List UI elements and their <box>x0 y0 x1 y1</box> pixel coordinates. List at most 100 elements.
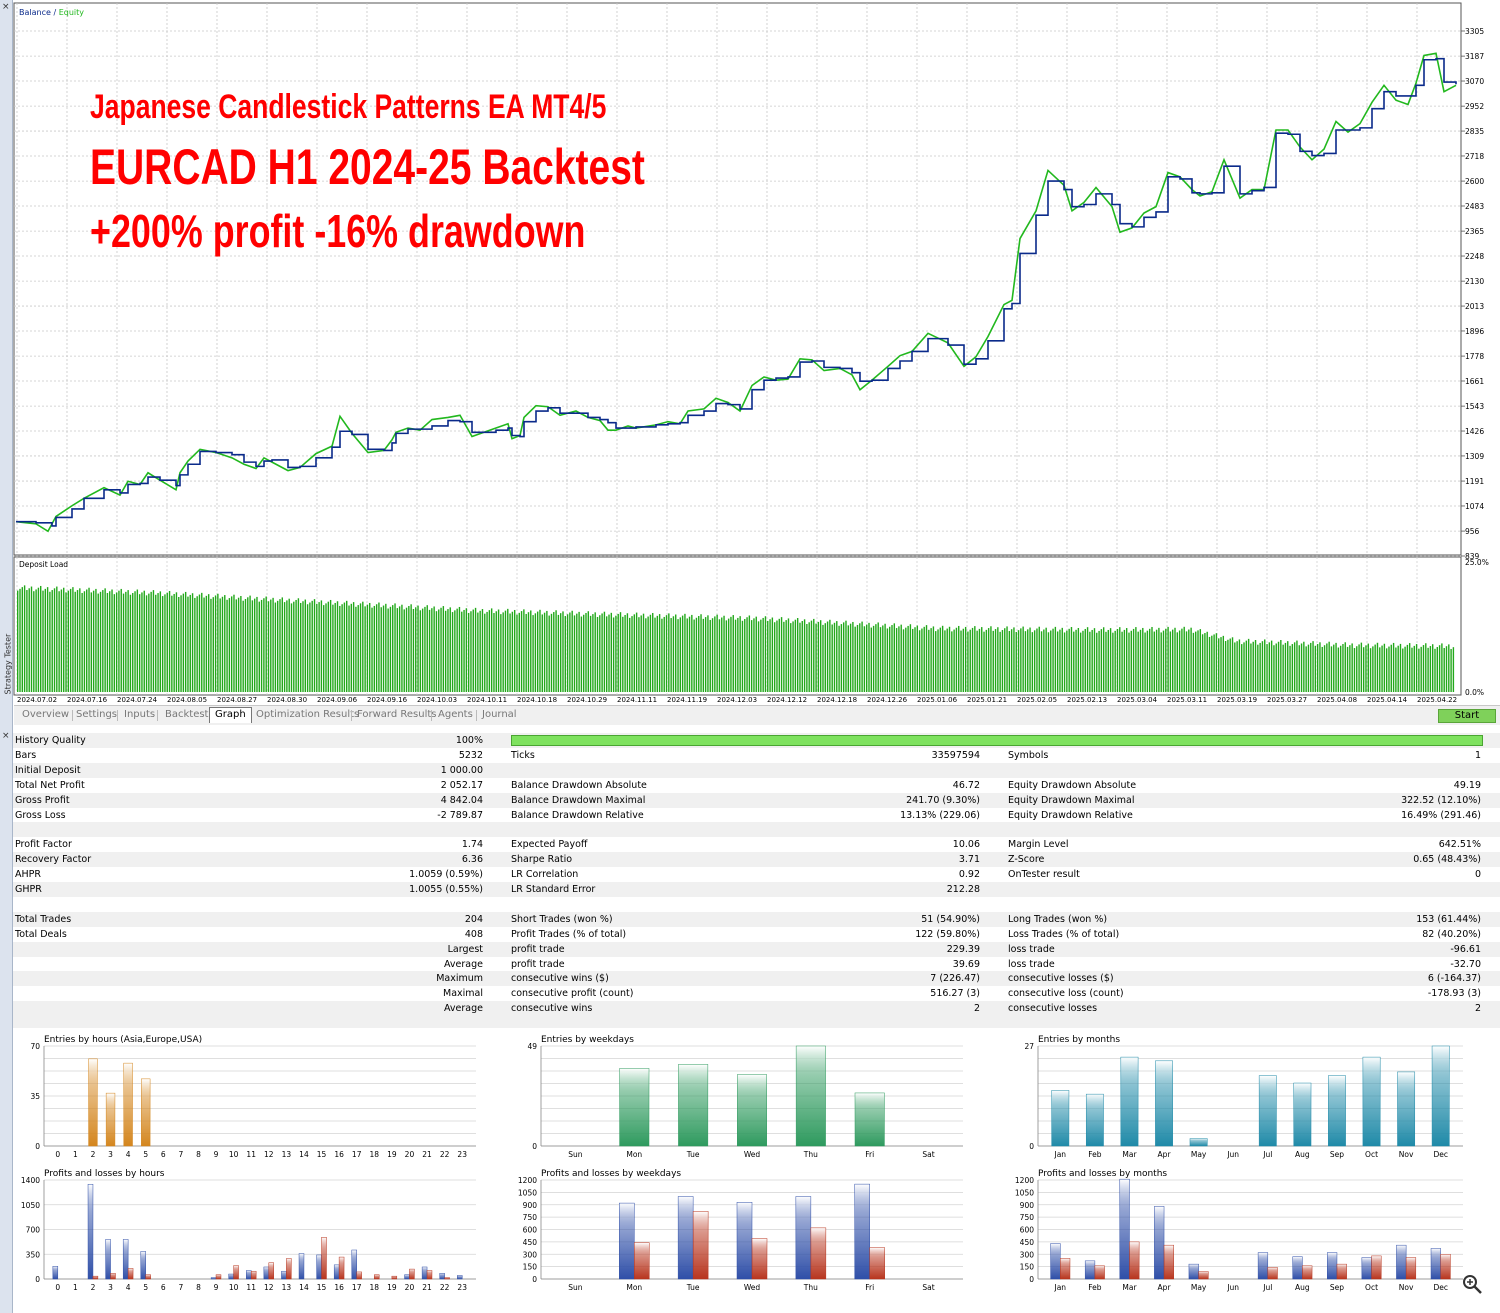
profit-bar <box>246 1270 252 1280</box>
stat-x-tick: Nov <box>1399 1283 1414 1292</box>
deposit-load-bar <box>523 609 525 692</box>
deposit-load-bar <box>698 616 700 692</box>
deposit-load-bar <box>543 612 546 692</box>
metric-value: 2 <box>973 1003 980 1015</box>
report-row: Average consecutive wins 2 consecutive loss… <box>13 1001 1500 1017</box>
deposit-load-bar <box>244 599 247 692</box>
x-date-label: 2025.04.22 <box>1417 696 1457 704</box>
deposit-load-bar <box>1084 628 1086 692</box>
deposit-load-bar <box>971 627 974 692</box>
tab-inputs[interactable]: Inputs <box>124 709 156 720</box>
metric-value: -2 789.87 <box>437 809 483 821</box>
metric-value: 39.69 <box>952 958 980 970</box>
deposit-load-bar <box>702 618 705 692</box>
stat-x-tick: 2 <box>91 1150 96 1159</box>
tab-settings[interactable]: Settings <box>76 709 118 720</box>
metric-label: Total Trades <box>15 913 72 925</box>
deposit-load-bar <box>288 598 290 692</box>
tab-forward-results[interactable]: Forward Results <box>357 709 437 720</box>
deposit-load-bar <box>35 589 37 692</box>
deposit-load-bar <box>1139 629 1142 692</box>
deposit-load-bar <box>1379 647 1381 692</box>
metric-value: 322.52 (12.10%) <box>1401 794 1481 806</box>
deposit-load-bar <box>81 592 83 692</box>
deposit-load-bar <box>74 591 76 692</box>
tab-journal[interactable]: Journal <box>482 709 517 720</box>
deposit-load-bar <box>86 589 88 692</box>
tab-optimization-results[interactable]: Optimization Results <box>256 709 360 720</box>
deposit-load-bar <box>1250 643 1252 692</box>
metric-value: -96.61 <box>1450 943 1481 955</box>
deposit-load-bar <box>495 611 497 692</box>
close-icon[interactable]: × <box>2 2 10 12</box>
deposit-load-bar <box>1397 645 1399 692</box>
deposit-load-bar <box>323 605 325 692</box>
metric-label: Profit Trades (% of total) <box>511 928 627 940</box>
deposit-load-bar <box>306 604 309 692</box>
deposit-load-bar <box>207 594 210 692</box>
deposit-load-bar <box>902 629 905 692</box>
deposit-load-bar <box>962 628 965 692</box>
x-date-label: 2025.04.08 <box>1317 696 1357 704</box>
deposit-load-bar <box>1434 648 1436 692</box>
tab-graph[interactable]: Graph <box>209 707 252 723</box>
deposit-load-bar <box>704 617 707 692</box>
deposit-load-bar <box>113 594 116 692</box>
deposit-load-bar <box>104 588 106 692</box>
deposit-load-bar <box>1148 628 1151 692</box>
deposit-load-bar <box>447 609 449 692</box>
tab-agents[interactable]: Agents <box>438 709 473 720</box>
deposit-load-bar <box>854 626 856 692</box>
y-tick-label: 2483 <box>1465 202 1484 211</box>
stat-x-tick: 8 <box>196 1283 201 1292</box>
stat-bar <box>141 1078 151 1147</box>
stat-x-tick: 14 <box>299 1283 309 1292</box>
deposit-load-bar <box>465 608 468 692</box>
profit-bar <box>1327 1252 1338 1280</box>
profit-bar <box>281 1270 287 1280</box>
deposit-load-bar <box>1339 645 1342 692</box>
deposit-load-bar <box>203 597 205 692</box>
deposit-load-bar <box>408 605 410 692</box>
deposit-load-bar <box>1061 627 1063 692</box>
tab-backtest[interactable]: Backtest <box>165 709 209 720</box>
zoom-icon[interactable] <box>1461 1273 1483 1295</box>
start-button[interactable]: Start <box>1438 709 1496 723</box>
loss-bar <box>869 1247 885 1280</box>
deposit-load-bar <box>490 608 493 692</box>
stat-x-tick: 18 <box>370 1150 380 1159</box>
loss-bar <box>391 1275 398 1280</box>
deposit-load-bar <box>191 593 194 692</box>
deposit-load-bar <box>1195 631 1197 692</box>
deposit-load-bar <box>553 612 555 692</box>
profit-bar <box>1430 1248 1441 1280</box>
deposit-load-bar <box>1367 643 1369 692</box>
deposit-load-bar <box>895 628 898 692</box>
loss-bar <box>1129 1241 1140 1280</box>
deposit-load-bar <box>196 596 198 692</box>
deposit-load-bar <box>1381 645 1383 692</box>
deposit-load-bar <box>983 631 985 692</box>
deposit-load-bar <box>274 602 277 692</box>
close-icon[interactable]: × <box>2 731 10 741</box>
deposit-load-bar <box>691 614 693 692</box>
stat-x-tick: Jun <box>1226 1283 1239 1292</box>
stat-y-tick: 1400 <box>21 1176 40 1185</box>
metric-label: History Quality <box>15 735 86 746</box>
deposit-load-bar <box>727 618 730 692</box>
deposit-load-bar <box>389 606 392 692</box>
deposit-load-bar <box>1264 639 1266 692</box>
stat-y-tick: 1050 <box>518 1188 537 1197</box>
deposit-load-bar <box>617 613 619 692</box>
deposit-load-bar <box>251 600 254 692</box>
profit-bar <box>736 1202 753 1280</box>
tab-overview[interactable]: Overview <box>22 709 70 720</box>
stat-x-tick: Wed <box>744 1283 761 1292</box>
x-date-label: 2024.07.02 <box>17 696 57 704</box>
stat-x-tick: 6 <box>161 1150 166 1159</box>
metric-value: 5232 <box>458 749 483 761</box>
deposit-load-bar <box>458 606 461 692</box>
deposit-load-bar <box>180 595 182 692</box>
deposit-load-bar <box>760 619 762 692</box>
deposit-load-bar <box>205 595 208 692</box>
